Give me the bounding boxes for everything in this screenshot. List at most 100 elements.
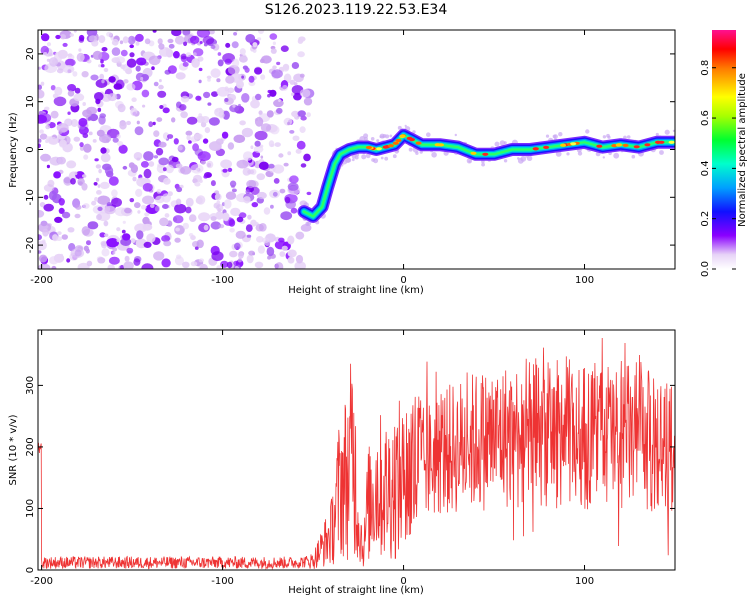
noise-blob xyxy=(254,116,264,127)
noise-blob xyxy=(232,58,240,68)
noise-blob xyxy=(58,141,67,148)
noise-blob xyxy=(162,103,167,108)
noise-blob xyxy=(77,181,83,186)
noise-blob xyxy=(216,204,224,212)
noise-blob xyxy=(236,216,244,223)
noise-blob xyxy=(300,224,312,232)
noise-blob xyxy=(112,137,119,143)
x-tick-label: -100 xyxy=(211,576,234,587)
noise-blob xyxy=(83,143,92,153)
noise-blob xyxy=(222,168,228,173)
noise-blob xyxy=(108,76,116,83)
noise-blob xyxy=(254,140,261,147)
noise-blob xyxy=(232,104,236,108)
noise-blob xyxy=(38,210,45,218)
noise-blob xyxy=(276,61,281,66)
noise-blob xyxy=(92,139,97,143)
noise-blob xyxy=(153,155,159,159)
noise-blob xyxy=(125,68,133,75)
noise-blob xyxy=(98,168,102,174)
noise-blob xyxy=(54,86,63,96)
noise-blob xyxy=(174,237,181,243)
noise-blob xyxy=(202,138,209,144)
noise-blob xyxy=(268,163,275,169)
noise-blob xyxy=(185,197,194,207)
snr-x-ticks: -200 -100 0 100 xyxy=(30,330,594,587)
noise-blob xyxy=(226,261,233,269)
snr-y-ticks: 0 100 200 300 xyxy=(25,376,675,573)
noise-blob xyxy=(141,263,154,269)
y-tick-label: 0 xyxy=(25,567,36,573)
y-tick-label: -20 xyxy=(25,237,36,253)
noise-blob xyxy=(100,147,107,154)
noise-blob xyxy=(266,110,274,118)
track-halo-dot xyxy=(602,135,607,139)
noise-blob xyxy=(132,176,137,182)
noise-blob xyxy=(62,211,71,219)
track-halo-dot xyxy=(606,133,610,138)
noise-blob xyxy=(236,159,249,169)
noise-blob xyxy=(303,153,311,162)
noise-blob xyxy=(93,182,98,186)
noise-blob xyxy=(234,266,240,269)
noise-blob xyxy=(115,56,126,64)
noise-blob xyxy=(188,214,197,223)
noise-blob xyxy=(38,138,42,143)
noise-blob xyxy=(67,111,71,115)
noise-blob xyxy=(233,260,239,266)
noise-blob xyxy=(122,233,131,241)
track-hotspot xyxy=(409,138,415,142)
noise-blob xyxy=(82,174,87,178)
noise-blob xyxy=(165,47,169,51)
noise-blob xyxy=(251,202,259,208)
noise-blob xyxy=(297,51,305,58)
noise-blob xyxy=(229,104,240,113)
noise-blob xyxy=(116,237,121,243)
track-halo-dot xyxy=(361,154,367,160)
noise-blob xyxy=(297,110,306,117)
noise-blob xyxy=(236,80,244,89)
track-hotspot xyxy=(633,145,640,149)
noise-blob xyxy=(294,261,306,269)
noise-blob xyxy=(174,203,187,214)
noise-blob xyxy=(238,252,244,259)
noise-blob xyxy=(39,202,46,208)
noise-blob xyxy=(161,258,171,268)
noise-blob xyxy=(295,231,305,240)
noise-blob xyxy=(113,83,123,90)
noise-blob xyxy=(42,228,49,237)
noise-blob xyxy=(298,36,306,42)
noise-blob xyxy=(299,126,306,133)
noise-blob xyxy=(143,241,152,248)
track-halo-dot xyxy=(672,129,675,132)
noise-blob xyxy=(153,251,165,261)
noise-blob xyxy=(289,175,299,184)
noise-blob xyxy=(207,162,212,168)
noise-blob xyxy=(83,154,89,160)
track-hotspot xyxy=(668,140,675,144)
snr-frame xyxy=(37,329,676,571)
noise-blob xyxy=(190,136,198,143)
noise-blob xyxy=(260,74,266,80)
noise-blob xyxy=(195,196,203,205)
noise-blob xyxy=(129,52,135,58)
noise-blob xyxy=(130,164,138,174)
track-halo-dot xyxy=(553,134,558,139)
noise-blob xyxy=(245,189,250,195)
noise-blob xyxy=(107,128,120,139)
noise-blob xyxy=(176,254,182,259)
noise-blob xyxy=(43,184,55,192)
noise-blob xyxy=(153,81,159,87)
noise-blob xyxy=(75,171,85,180)
noise-blob xyxy=(108,256,120,265)
noise-blob xyxy=(185,206,192,214)
noise-blob xyxy=(303,97,313,106)
noise-blob xyxy=(274,142,281,148)
noise-blob xyxy=(194,181,201,187)
noise-blob xyxy=(78,48,82,52)
colorbar-tick-label: 0.6 xyxy=(700,110,711,126)
noise-blob xyxy=(284,196,291,204)
snr-x-label: Height of straight line (km) xyxy=(288,585,424,596)
